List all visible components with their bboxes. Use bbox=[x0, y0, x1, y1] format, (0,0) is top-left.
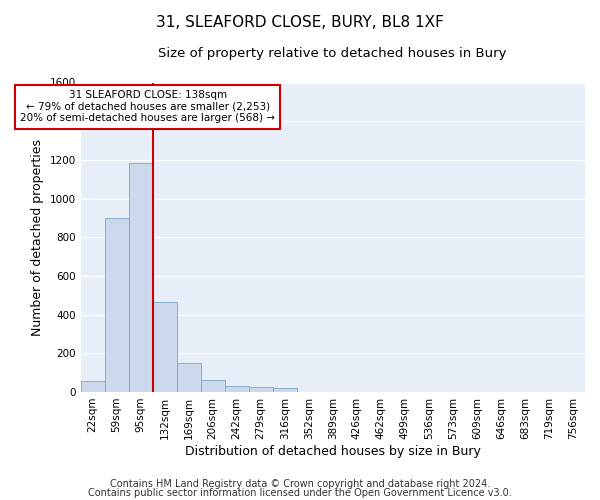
Bar bbox=[224, 386, 248, 392]
Title: Size of property relative to detached houses in Bury: Size of property relative to detached ho… bbox=[158, 48, 507, 60]
Y-axis label: Number of detached properties: Number of detached properties bbox=[31, 138, 44, 336]
Text: Contains public sector information licensed under the Open Government Licence v3: Contains public sector information licen… bbox=[88, 488, 512, 498]
Bar bbox=[200, 380, 224, 392]
Bar bbox=[152, 302, 176, 392]
Bar bbox=[248, 387, 272, 392]
Bar bbox=[104, 218, 128, 392]
Text: Contains HM Land Registry data © Crown copyright and database right 2024.: Contains HM Land Registry data © Crown c… bbox=[110, 479, 490, 489]
Bar bbox=[80, 382, 104, 392]
Text: 31, SLEAFORD CLOSE, BURY, BL8 1XF: 31, SLEAFORD CLOSE, BURY, BL8 1XF bbox=[156, 15, 444, 30]
Text: 31 SLEAFORD CLOSE: 138sqm
← 79% of detached houses are smaller (2,253)
20% of se: 31 SLEAFORD CLOSE: 138sqm ← 79% of detac… bbox=[20, 90, 275, 124]
Bar bbox=[128, 163, 152, 392]
Bar bbox=[272, 388, 297, 392]
Bar bbox=[176, 363, 200, 392]
X-axis label: Distribution of detached houses by size in Bury: Distribution of detached houses by size … bbox=[185, 444, 481, 458]
